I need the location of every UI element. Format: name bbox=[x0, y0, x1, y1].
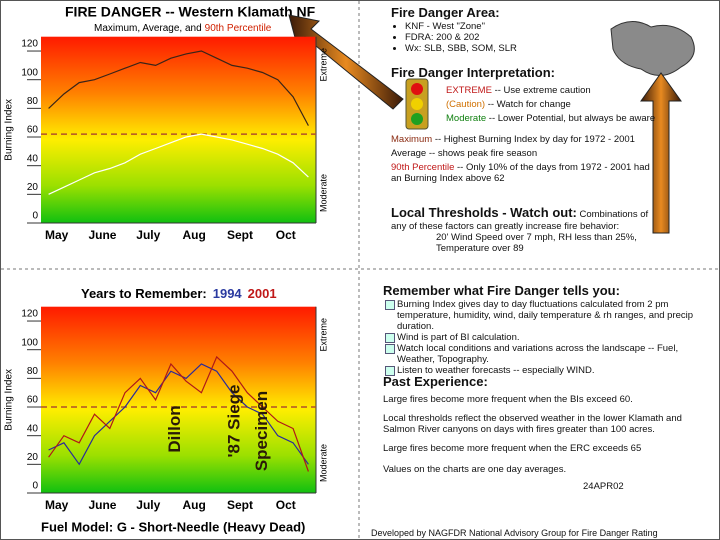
x-tick-label: July bbox=[136, 228, 160, 242]
remember-section: Remember what Fire Danger tells you: Bur… bbox=[383, 283, 703, 376]
threshold-line: 20' Wind Speed over 7 mph, RH less than … bbox=[436, 232, 637, 243]
zone-label: Moderate bbox=[318, 444, 328, 482]
subtitle-part: Maximum, Average, and bbox=[94, 23, 202, 34]
level-term: EXTREME bbox=[446, 85, 492, 96]
x-tick-label: May bbox=[45, 498, 69, 512]
series-line bbox=[48, 133, 309, 195]
annotation: Dillon bbox=[165, 405, 184, 452]
x-tick-label: June bbox=[88, 498, 116, 512]
x-tick-label: Oct bbox=[276, 498, 296, 512]
remember-item: Burning Index gives day to day fluctuati… bbox=[385, 299, 703, 332]
traffic-light-icon bbox=[405, 78, 429, 130]
y-tick-label: 0 bbox=[32, 481, 38, 492]
y-tick-label: 80 bbox=[27, 366, 39, 377]
section-title: Fire Danger Area: bbox=[391, 5, 500, 20]
card-date: 24APR02 bbox=[583, 481, 624, 492]
thresholds-section: Local Thresholds - Watch out: Combinatio… bbox=[391, 205, 651, 254]
y-axis-label: Burning Index bbox=[4, 99, 15, 161]
y-tick-label: 40 bbox=[27, 153, 39, 164]
chart-footer: Fuel Model: G - Short-Needle (Heavy Dead… bbox=[41, 519, 305, 534]
legend-entry: 2001 bbox=[248, 286, 277, 301]
zone-label: Extreme bbox=[318, 48, 328, 82]
section-title: Remember what Fire Danger tells you: bbox=[383, 283, 620, 298]
series-line bbox=[48, 363, 309, 466]
definition-term: Maximum bbox=[391, 134, 433, 145]
x-tick-label: June bbox=[88, 228, 116, 242]
definition-text: -- shows peak fire season bbox=[428, 148, 538, 159]
title-text: Years to Remember: bbox=[81, 286, 207, 301]
chart-title: FIRE DANGER -- Western Klamath NF bbox=[65, 4, 316, 20]
x-tick-label: July bbox=[136, 498, 160, 512]
definition-term: 90th Percentile bbox=[391, 162, 455, 173]
definition-term: Average bbox=[391, 148, 427, 159]
level-text: -- Lower Potential, but always be aware bbox=[488, 113, 656, 124]
x-tick-label: Aug bbox=[182, 228, 205, 242]
y-tick-label: 100 bbox=[21, 67, 38, 78]
area-item: Wx: SLB, SBB, SOM, SLR bbox=[405, 43, 611, 54]
past-item: Values on the charts are one day average… bbox=[383, 464, 567, 475]
zone-label: Extreme bbox=[318, 318, 328, 352]
level-term: (Caution) bbox=[446, 99, 486, 110]
chart-title: Years to Remember: 1994 2001 bbox=[81, 286, 277, 301]
past-item: Local thresholds reflect the observed we… bbox=[383, 413, 682, 435]
area-map-icon bbox=[610, 21, 695, 76]
zone-label: Moderate bbox=[318, 174, 328, 212]
past-item: Large fires become more frequent when th… bbox=[383, 394, 633, 405]
x-tick-label: Aug bbox=[182, 498, 205, 512]
y-tick-label: 0 bbox=[32, 211, 38, 222]
subtitle-part: 90th Percentile bbox=[205, 23, 272, 34]
y-tick-label: 40 bbox=[27, 423, 39, 434]
y-tick-label: 80 bbox=[27, 96, 39, 107]
past-item: Large fires become more frequent when th… bbox=[383, 443, 642, 454]
legend-entry: 1994 bbox=[213, 286, 243, 301]
annotation: Specimen bbox=[252, 391, 271, 471]
y-tick-label: 20 bbox=[27, 182, 39, 193]
past-section: Past Experience: Large fires become more… bbox=[383, 374, 703, 495]
thresholds-lead: Combinations of any of these factors can… bbox=[391, 209, 649, 232]
x-tick-label: May bbox=[45, 228, 69, 242]
series-line bbox=[48, 50, 309, 126]
y-tick-label: 60 bbox=[27, 125, 39, 136]
level-text: -- Watch for change bbox=[487, 99, 571, 110]
credit: Developed by NAGFDR National Advisory Gr… bbox=[371, 528, 658, 538]
remember-item: Listen to weather forecasts -- especiall… bbox=[385, 365, 703, 376]
zone-background bbox=[41, 306, 316, 493]
area-item: KNF - West "Zone" bbox=[405, 21, 611, 32]
level-text: -- Use extreme caution bbox=[494, 85, 591, 96]
section-title: Local Thresholds - Watch out: bbox=[391, 205, 577, 220]
pointer-arrow bbox=[640, 72, 682, 234]
x-tick-label: Sept bbox=[227, 498, 253, 512]
definition-text: -- Highest Burning Index by day for 1972… bbox=[434, 134, 635, 145]
remember-item: Wind is part of BI calculation. bbox=[385, 332, 703, 343]
y-tick-label: 20 bbox=[27, 452, 39, 463]
y-axis-label: Burning Index bbox=[4, 369, 15, 431]
level-term: Moderate bbox=[446, 113, 487, 124]
y-tick-label: 60 bbox=[27, 395, 39, 406]
section-title: Fire Danger Interpretation: bbox=[391, 65, 555, 80]
area-section: Fire Danger Area: KNF - West "Zone" FDRA… bbox=[391, 5, 611, 54]
y-tick-label: 100 bbox=[21, 337, 38, 348]
zone-background bbox=[41, 36, 316, 224]
x-tick-label: Oct bbox=[276, 228, 296, 242]
section-title: Past Experience: bbox=[383, 374, 488, 389]
x-tick-label: Sept bbox=[227, 228, 253, 242]
annotation: '87 Siege bbox=[225, 384, 244, 457]
interpretation-section: Fire Danger Interpretation: EXTREME -- U… bbox=[391, 65, 711, 187]
chart-subtitle: Maximum, Average, and 90th Percentile bbox=[94, 23, 272, 34]
y-tick-label: 120 bbox=[21, 39, 38, 50]
definition-text: -- Only 10% of the days from 1972 - 2001… bbox=[391, 162, 650, 184]
series-line bbox=[48, 355, 309, 472]
y-tick-label: 120 bbox=[21, 309, 38, 320]
area-item: FDRA: 200 & 202 bbox=[405, 32, 611, 43]
threshold-line: Temperature over 89 bbox=[436, 243, 524, 254]
remember-item: Watch local conditions and variations ac… bbox=[385, 343, 703, 365]
